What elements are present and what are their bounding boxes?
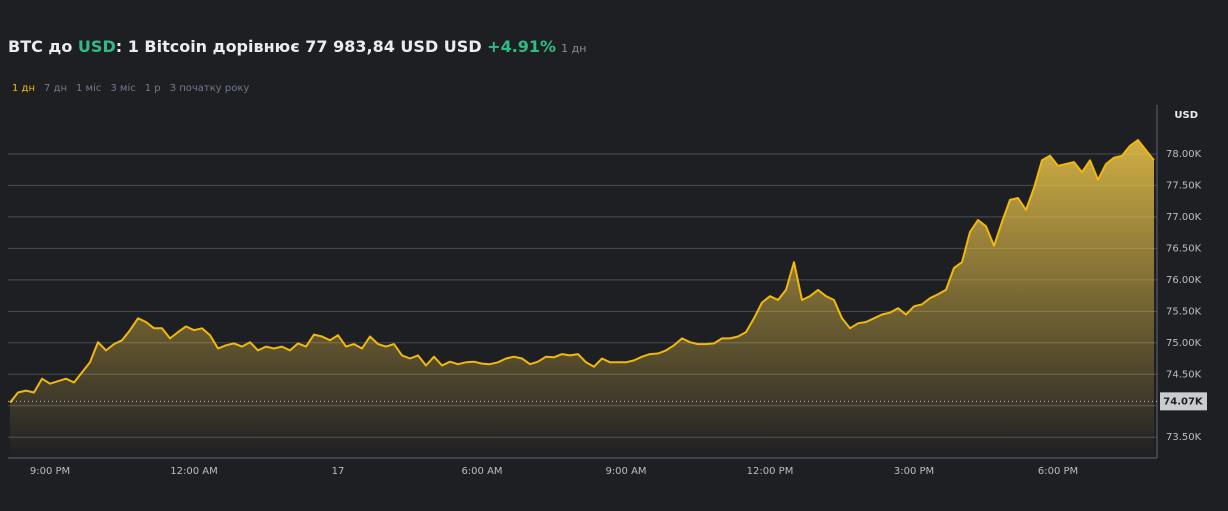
y-axis-label: USD: [1174, 110, 1198, 121]
header: BTC до USD: 1 Bitcoin дорівнює 77 983,84…: [8, 37, 586, 56]
x-tick-label: 3:00 PM: [894, 466, 934, 477]
x-tick-label: 6:00 PM: [1038, 466, 1078, 477]
y-tick-label: 75.00K: [1166, 338, 1202, 349]
price-line: [9, 139, 1155, 404]
tab[interactable]: 1 р: [144, 83, 161, 94]
x-tick-label: 6:00 AM: [461, 466, 502, 477]
y-tick-label: 77.00K: [1166, 212, 1202, 223]
area-fill: [10, 140, 1154, 458]
tab[interactable]: 3 міс: [110, 83, 136, 94]
reference-label: 74.07K: [1163, 396, 1204, 407]
tabs: 1 дн 7 дн 1 міс 3 міс 1 р З початку року: [12, 83, 258, 94]
y-tick-label: 78.00K: [1166, 149, 1202, 160]
tab[interactable]: 7 дн: [44, 83, 67, 94]
change: +4.91%: [487, 37, 557, 56]
y-tick-label: 76.00K: [1166, 275, 1202, 286]
y-tick-label: 73.50K: [1166, 432, 1202, 443]
x-tick-label: 12:00 PM: [747, 466, 794, 477]
base: BTC до: [8, 37, 73, 56]
y-tick-label: 74.50K: [1166, 369, 1202, 380]
rate: : 1 Bitcoin дорівнює 77 983,84 USD USD: [115, 37, 482, 56]
reference-label-box: [1160, 392, 1207, 411]
x-tick-label: 17: [332, 466, 345, 477]
period: 1 дн: [561, 42, 587, 55]
quote[interactable]: USD: [77, 37, 116, 56]
tab[interactable]: З початку року: [169, 83, 250, 94]
y-tick-label: 76.50K: [1166, 243, 1202, 254]
tab[interactable]: 1 дн: [12, 83, 35, 94]
x-tick-label: 9:00 AM: [605, 466, 646, 477]
y-tick-label: 77.50K: [1166, 180, 1202, 191]
x-tick-label: 9:00 PM: [30, 466, 70, 477]
tab[interactable]: 1 міс: [76, 83, 102, 94]
x-tick-label: 12:00 AM: [170, 466, 217, 477]
y-tick-label: 75.50K: [1166, 306, 1202, 317]
